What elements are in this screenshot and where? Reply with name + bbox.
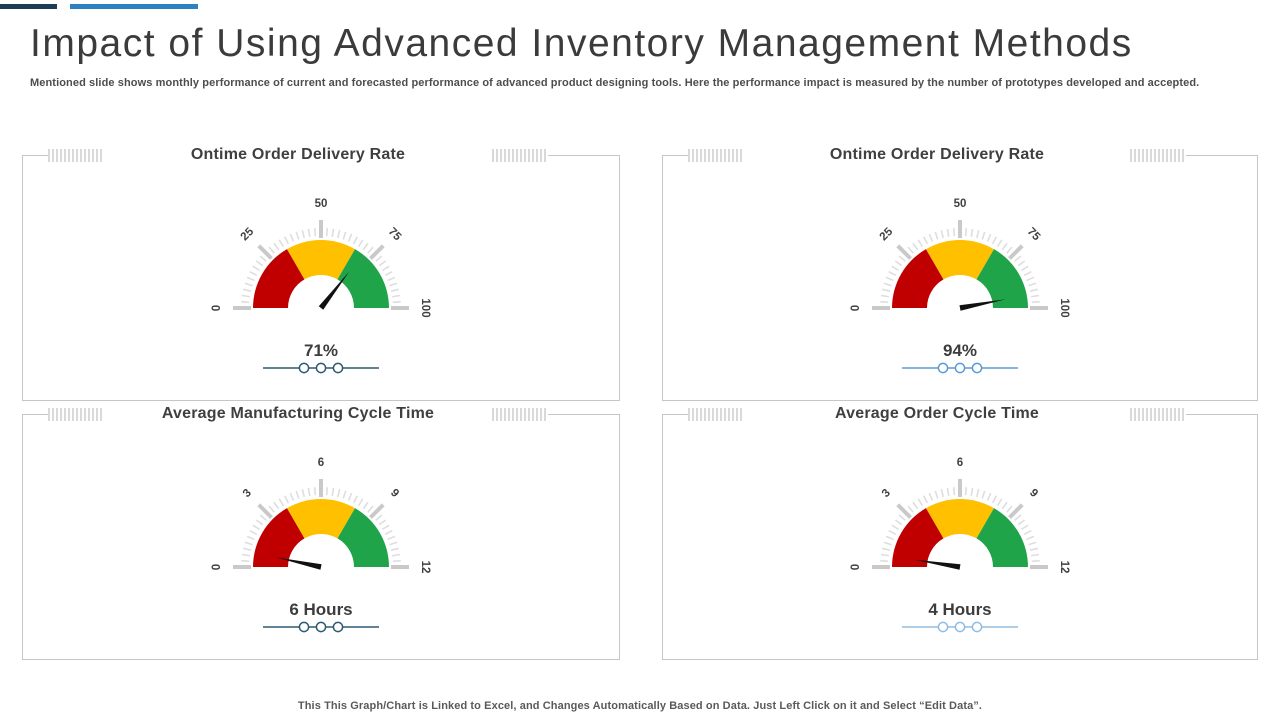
border-segment [1186, 413, 1258, 415]
gauge-title: Ontime Order Delivery Rate [744, 145, 1130, 165]
tickmarks-ornament-right [492, 407, 548, 421]
gauge-value: 6 Hours [289, 600, 353, 619]
tickmarks-ornament-right [1130, 407, 1186, 421]
svg-text:75: 75 [1025, 226, 1043, 244]
border-segment [548, 154, 620, 156]
gauge-panel-order-cycle: Average Order Cycle Time 0 3 6 9 12 4 Hours [662, 404, 1258, 660]
panel-header: Average Manufacturing Cycle Time [22, 404, 620, 424]
svg-text:0: 0 [211, 305, 223, 311]
tickmarks-ornament-right [492, 148, 548, 162]
svg-text:6: 6 [318, 457, 324, 469]
svg-text:12: 12 [419, 561, 431, 574]
gauge-panel-ontime-forecast: Ontime Order Delivery Rate 0 25 50 75 100 94… [662, 145, 1258, 401]
tickmarks-ornament-left [48, 148, 104, 162]
gauge-value: 4 Hours [928, 600, 992, 619]
gauge-chart[interactable]: 0 3 6 9 12 [810, 427, 1110, 597]
accent-bar-dark [0, 4, 57, 9]
border-segment [662, 154, 688, 156]
svg-text:50: 50 [315, 198, 328, 210]
footer-note: This This Graph/Chart is Linked to Excel… [297, 700, 983, 712]
page-title: Impact of Using Advanced Inventory Manag… [30, 22, 1133, 65]
gauge-title: Ontime Order Delivery Rate [104, 145, 492, 165]
tickmarks-ornament-right [1130, 148, 1186, 162]
gauge-chart[interactable]: 0 3 6 9 12 [171, 427, 471, 597]
border-segment [548, 413, 620, 415]
svg-text:25: 25 [239, 225, 257, 243]
svg-text:0: 0 [850, 305, 862, 311]
svg-text:6: 6 [957, 457, 963, 469]
gauge-title: Average Order Cycle Time [744, 404, 1130, 424]
border-segment [1186, 154, 1258, 156]
gauge-chart[interactable]: 0 25 50 75 100 [171, 168, 471, 338]
tickmarks-ornament-left [688, 407, 744, 421]
svg-text:75: 75 [386, 226, 404, 244]
svg-text:100: 100 [419, 298, 431, 317]
divider-ornament [902, 621, 1018, 633]
gauge-value: 71% [303, 341, 339, 360]
divider-ornament [902, 362, 1018, 374]
panel-header: Average Order Cycle Time [662, 404, 1258, 424]
svg-text:0: 0 [211, 564, 223, 570]
svg-text:3: 3 [880, 487, 893, 500]
gauge-panel-manufacturing-cycle: Average Manufacturing Cycle Time 0 3 6 9 12 … [22, 404, 620, 660]
svg-text:9: 9 [388, 487, 401, 500]
tickmarks-ornament-left [688, 148, 744, 162]
accent-bar-blue [70, 4, 198, 9]
gauge-chart[interactable]: 0 25 50 75 100 [810, 168, 1110, 338]
gauge-panel-ontime-current: Ontime Order Delivery Rate 0 25 50 75 100 71… [22, 145, 620, 401]
page-subtitle: Mentioned slide shows monthly performanc… [30, 77, 1200, 89]
tickmarks-ornament-left [48, 407, 104, 421]
border-segment [662, 413, 688, 415]
gauge-title: Average Manufacturing Cycle Time [104, 404, 492, 424]
border-segment [22, 154, 48, 156]
svg-text:50: 50 [954, 198, 967, 210]
divider-ornament [263, 362, 379, 374]
panel-header: Ontime Order Delivery Rate [22, 145, 620, 165]
divider-ornament [263, 621, 379, 633]
svg-text:3: 3 [241, 487, 254, 500]
panel-header: Ontime Order Delivery Rate [662, 145, 1258, 165]
svg-text:100: 100 [1058, 298, 1070, 317]
gauge-value: 94% [942, 341, 978, 360]
svg-text:12: 12 [1058, 561, 1070, 574]
border-segment [22, 413, 48, 415]
svg-text:0: 0 [850, 564, 862, 570]
svg-text:9: 9 [1027, 487, 1040, 500]
svg-text:25: 25 [878, 225, 896, 243]
